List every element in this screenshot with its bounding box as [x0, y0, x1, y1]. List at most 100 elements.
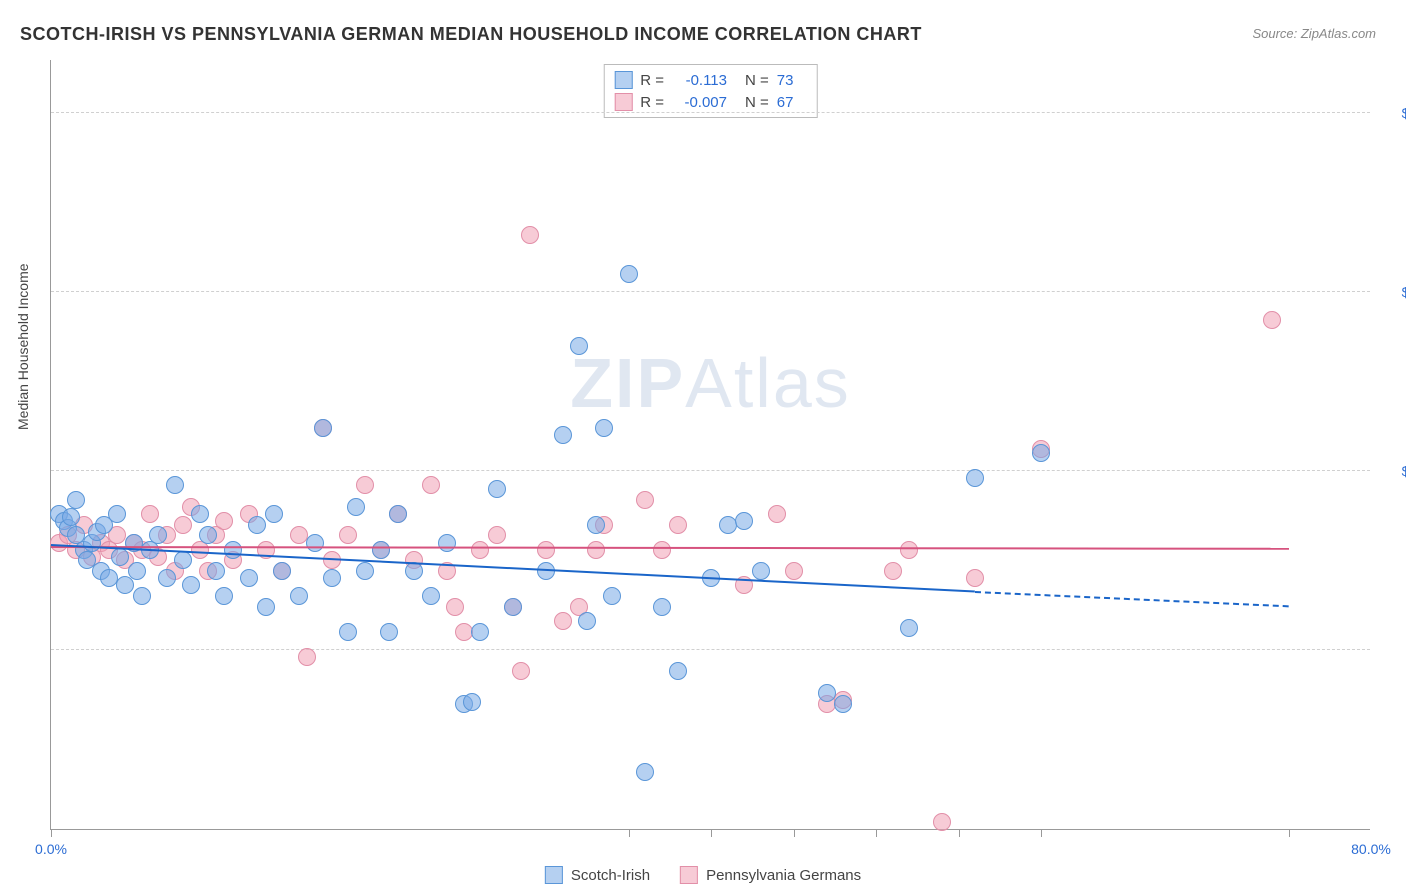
- n-label: N =: [745, 94, 769, 111]
- scatter-point-pink: [521, 226, 539, 244]
- gridline: [51, 291, 1370, 292]
- scatter-point-pink: [669, 516, 687, 534]
- scatter-point-blue: [719, 516, 737, 534]
- scatter-point-blue: [570, 337, 588, 355]
- legend: Scotch-Irish Pennsylvania Germans: [545, 866, 861, 884]
- scatter-point-blue: [191, 505, 209, 523]
- r-value-blue: -0.113: [672, 72, 727, 89]
- scatter-point-blue: [422, 587, 440, 605]
- swatch-pink: [614, 93, 632, 111]
- scatter-point-pink: [488, 526, 506, 544]
- legend-item-pink: Pennsylvania Germans: [680, 866, 861, 884]
- scatter-plot-area: ZIPAtlas R = -0.113 N = 73 R = -0.007 N …: [50, 60, 1370, 830]
- scatter-point-blue: [199, 526, 217, 544]
- scatter-point-pink: [900, 541, 918, 559]
- scatter-point-blue: [215, 587, 233, 605]
- scatter-point-blue: [265, 505, 283, 523]
- scatter-point-blue: [636, 763, 654, 781]
- scatter-point-pink: [587, 541, 605, 559]
- scatter-point-blue: [595, 419, 613, 437]
- legend-swatch-pink: [680, 866, 698, 884]
- scatter-point-blue: [224, 541, 242, 559]
- scatter-point-blue: [389, 505, 407, 523]
- scatter-point-pink: [884, 562, 902, 580]
- scatter-point-blue: [182, 576, 200, 594]
- x-tick: [1041, 829, 1042, 837]
- scatter-point-pink: [1263, 311, 1281, 329]
- scatter-point-blue: [653, 598, 671, 616]
- scatter-point-pink: [290, 526, 308, 544]
- x-tick: [51, 829, 52, 837]
- scatter-point-pink: [512, 662, 530, 680]
- trend-line-blue-dash: [975, 591, 1289, 607]
- chart-title: SCOTCH-IRISH VS PENNSYLVANIA GERMAN MEDI…: [20, 24, 922, 45]
- scatter-point-blue: [966, 469, 984, 487]
- scatter-point-blue: [438, 534, 456, 552]
- scatter-point-blue: [347, 498, 365, 516]
- scatter-point-blue: [587, 516, 605, 534]
- y-tick-label: $100,000: [1380, 463, 1406, 479]
- scatter-point-blue: [620, 265, 638, 283]
- scatter-point-blue: [111, 548, 129, 566]
- stats-row-blue: R = -0.113 N = 73: [614, 69, 807, 91]
- scatter-point-blue: [752, 562, 770, 580]
- source-attribution: Source: ZipAtlas.com: [1252, 26, 1376, 41]
- legend-item-blue: Scotch-Irish: [545, 866, 650, 884]
- watermark-light: Atlas: [685, 344, 851, 422]
- scatter-point-pink: [141, 505, 159, 523]
- scatter-point-blue: [1032, 444, 1050, 462]
- scatter-point-blue: [669, 662, 687, 680]
- scatter-point-blue: [158, 569, 176, 587]
- scatter-point-blue: [133, 587, 151, 605]
- scatter-point-blue: [488, 480, 506, 498]
- r-value-pink: -0.007: [672, 94, 727, 111]
- scatter-point-blue: [62, 508, 80, 526]
- scatter-point-blue: [504, 598, 522, 616]
- correlation-stats-box: R = -0.113 N = 73 R = -0.007 N = 67: [603, 64, 818, 118]
- scatter-point-pink: [471, 541, 489, 559]
- legend-swatch-blue: [545, 866, 563, 884]
- y-tick-label: $200,000: [1380, 105, 1406, 121]
- n-value-pink: 67: [777, 94, 807, 111]
- y-axis-label: Median Household Income: [15, 263, 31, 430]
- scatter-point-pink: [422, 476, 440, 494]
- legend-label-pink: Pennsylvania Germans: [706, 867, 861, 884]
- scatter-point-blue: [323, 569, 341, 587]
- scatter-point-blue: [578, 612, 596, 630]
- scatter-point-blue: [818, 684, 836, 702]
- scatter-point-blue: [174, 551, 192, 569]
- scatter-point-blue: [306, 534, 324, 552]
- scatter-point-blue: [372, 541, 390, 559]
- scatter-point-pink: [174, 516, 192, 534]
- scatter-point-blue: [128, 562, 146, 580]
- scatter-point-blue: [603, 587, 621, 605]
- scatter-point-blue: [463, 693, 481, 711]
- watermark-bold: ZIP: [570, 344, 685, 422]
- r-label: R =: [640, 94, 664, 111]
- scatter-point-blue: [257, 598, 275, 616]
- scatter-point-blue: [834, 695, 852, 713]
- scatter-point-pink: [537, 541, 555, 559]
- y-tick-label: $150,000: [1380, 284, 1406, 300]
- scatter-point-blue: [240, 569, 258, 587]
- scatter-point-pink: [554, 612, 572, 630]
- scatter-point-pink: [215, 512, 233, 530]
- scatter-point-blue: [471, 623, 489, 641]
- scatter-point-pink: [768, 505, 786, 523]
- x-tick-label-right: 80.0%: [1351, 841, 1391, 857]
- scatter-point-pink: [455, 623, 473, 641]
- scatter-point-blue: [108, 505, 126, 523]
- scatter-point-blue: [207, 562, 225, 580]
- scatter-point-blue: [339, 623, 357, 641]
- scatter-point-pink: [653, 541, 671, 559]
- watermark: ZIPAtlas: [570, 343, 851, 423]
- scatter-point-pink: [339, 526, 357, 544]
- y-tick-label: $50,000: [1380, 642, 1406, 658]
- scatter-point-blue: [100, 569, 118, 587]
- scatter-point-blue: [314, 419, 332, 437]
- scatter-point-pink: [966, 569, 984, 587]
- scatter-point-blue: [116, 576, 134, 594]
- scatter-point-blue: [735, 512, 753, 530]
- scatter-point-blue: [554, 426, 572, 444]
- swatch-blue: [614, 71, 632, 89]
